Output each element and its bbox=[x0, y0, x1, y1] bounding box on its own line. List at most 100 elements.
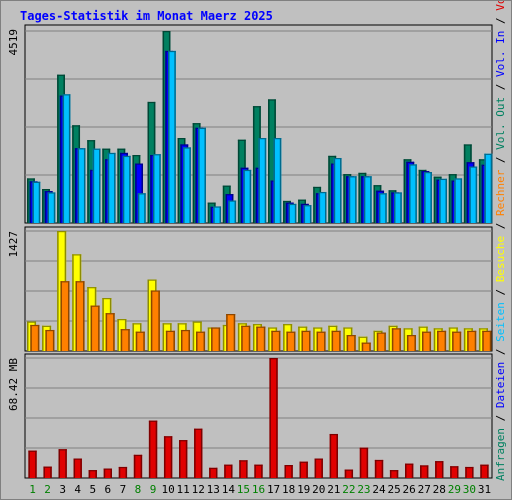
bar-requests-dateien-day-13-edge-left bbox=[210, 206, 212, 223]
bar-visits-rechner-day-3-edge-right bbox=[67, 281, 70, 351]
bar-requests-anfragen-day-23-edge-left bbox=[358, 172, 360, 223]
bar-requests-anfragen-day-4-edge-left bbox=[72, 125, 74, 223]
bar-requests-seiten-day-22-edge-top bbox=[348, 176, 357, 178]
bar-visits-rechner-day-8-edge-top bbox=[135, 331, 145, 333]
bar-requests-anfragen-day-2-edge-top bbox=[42, 189, 50, 191]
bar-visits-besuche-day-4-edge-left bbox=[72, 254, 74, 351]
bar-visits-besuche-day-30-edge-top bbox=[463, 328, 473, 330]
bar-visits-rechner-day-19-edge-right bbox=[309, 330, 311, 351]
bar-requests-seiten-day-24-edge-left bbox=[378, 193, 381, 223]
bar-requests-dateien-day-26-edge-top bbox=[406, 161, 415, 164]
bar-requests-seiten-day-26-edge-top bbox=[409, 164, 417, 166]
bar-visits-besuche-day-15-edge-top bbox=[237, 323, 247, 325]
x-tick-label-day-4: 4 bbox=[74, 483, 81, 496]
bar-requests-dateien-day-22-edge-left bbox=[346, 176, 348, 223]
bar-volume-volumen-day-1-edge-top bbox=[28, 450, 37, 452]
bar-requests-seiten-day-8-edge-top bbox=[137, 193, 146, 195]
bar-requests-dateien-day-9-edge-left bbox=[150, 155, 152, 223]
bar-visits-besuche-day-6-edge-top bbox=[102, 298, 112, 300]
bar-requests-seiten-day-17-edge-top bbox=[273, 138, 282, 140]
bar-volume-volumen-day-27-edge-top bbox=[420, 465, 429, 467]
bar-requests-dateien-day-15-edge-left bbox=[240, 167, 243, 223]
panel-volume-frame bbox=[24, 353, 493, 479]
bar-requests-dateien-day-8-edge-top bbox=[135, 163, 143, 165]
bar-requests-seiten-day-19-edge-left bbox=[303, 205, 306, 223]
chart-title: Tages-Statistik im Monat Maerz 2025 bbox=[20, 9, 273, 23]
bar-visits-rechner-day-20-edge-right bbox=[324, 331, 326, 351]
bar-requests-anfragen-day-26-edge-top bbox=[403, 159, 412, 161]
bar-volume-volumen-day-17-edge-right bbox=[276, 358, 278, 478]
bar-visits-rechner-day-13 bbox=[211, 327, 221, 351]
bar-volume-volumen-day-25-edge-top bbox=[389, 470, 399, 472]
bar-requests-seiten-day-23 bbox=[363, 176, 372, 223]
bar-volume-volumen-day-26 bbox=[405, 463, 414, 478]
bar-visits-besuche-day-26-edge-top bbox=[403, 328, 413, 330]
bar-volume-volumen-day-6-edge-left bbox=[103, 468, 106, 478]
bar-requests-seiten-day-8-edge-right bbox=[144, 193, 146, 223]
bar-requests-seiten-day-19-edge-top bbox=[303, 205, 312, 207]
bar-volume-volumen-day-8 bbox=[133, 454, 143, 478]
bar-volume-volumen-day-2-edge-top bbox=[43, 466, 52, 468]
bar-volume-volumen-day-16-edge-left bbox=[254, 464, 256, 478]
bar-visits-besuche-day-5-edge-top bbox=[87, 287, 97, 289]
bar-visits-rechner-day-28-edge-left bbox=[437, 330, 439, 351]
bar-requests-anfragen-day-19-edge-top bbox=[298, 199, 306, 201]
bar-visits-rechner-day-2-edge-left bbox=[45, 329, 47, 351]
bar-requests-anfragen-day-11-edge-left bbox=[177, 138, 180, 223]
bar-requests-anfragen-day-29-edge-top bbox=[448, 174, 457, 176]
bar-volume-volumen-day-3 bbox=[58, 449, 67, 478]
bar-visits-rechner-day-23-edge-right bbox=[369, 342, 371, 351]
bar-visits-rechner-day-9-edge-left bbox=[150, 290, 153, 351]
x-tick-label-day-20: 20 bbox=[312, 483, 325, 496]
bar-requests-anfragen-day-17-edge-top bbox=[268, 99, 276, 101]
bar-volume-volumen-day-21 bbox=[329, 433, 338, 478]
bar-requests-seiten-day-13 bbox=[213, 206, 222, 223]
x-tick-label-day-19: 19 bbox=[297, 483, 310, 496]
bar-requests-anfragen-day-11-edge-top bbox=[177, 138, 186, 140]
bar-visits-rechner-day-7-edge-left bbox=[120, 329, 123, 351]
bar-requests-seiten-day-7-edge-top bbox=[122, 155, 131, 158]
bar-visits-besuche-day-27-edge-left bbox=[418, 326, 421, 351]
bar-requests-seiten-day-13-edge-top bbox=[213, 206, 222, 208]
bar-visits-rechner-day-27-edge-left bbox=[421, 331, 424, 351]
bar-requests-seiten-day-24 bbox=[378, 193, 387, 223]
bar-visits-besuche-day-29-edge-top bbox=[448, 327, 458, 329]
bar-visits-rechner-day-5-edge-top bbox=[90, 305, 100, 307]
bar-volume-volumen-day-23-edge-right bbox=[366, 447, 369, 478]
bar-volume-volumen-day-7-edge-left bbox=[118, 466, 121, 478]
bar-volume-volumen-day-25-edge-left bbox=[389, 470, 392, 478]
bar-requests-seiten-day-5-edge-top bbox=[92, 148, 101, 150]
bar-visits-rechner-day-29-edge-left bbox=[452, 331, 454, 351]
bar-requests-seiten-day-4-edge-top bbox=[77, 148, 86, 150]
bar-visits-besuche-day-12-edge-top bbox=[192, 321, 202, 323]
bar-requests-seiten-day-21-edge-top bbox=[333, 157, 342, 160]
bar-visits-rechner-day-4 bbox=[75, 281, 85, 351]
bar-requests-dateien-day-10-edge-left bbox=[165, 50, 167, 224]
bar-requests-seiten-day-15 bbox=[243, 169, 252, 223]
bar-requests-seiten-day-8-edge-left bbox=[137, 193, 140, 223]
x-tick-label-day-12: 12 bbox=[192, 483, 205, 496]
bar-volume-volumen-day-9-edge-top bbox=[148, 420, 158, 422]
bar-visits-rechner-day-21-edge-right bbox=[339, 330, 341, 351]
bar-requests-seiten-day-23-edge-left bbox=[363, 176, 366, 223]
panel-volume-ymax-label: 68.42 MB bbox=[7, 358, 20, 411]
bar-requests-seiten-day-19 bbox=[303, 205, 312, 223]
bar-visits-besuche-day-31-edge-top bbox=[478, 328, 488, 330]
bar-volume-volumen-day-22-edge-left bbox=[344, 469, 347, 478]
bar-visits-rechner-day-14-edge-top bbox=[226, 313, 236, 316]
bar-volume-volumen-day-27 bbox=[420, 465, 429, 478]
bar-volume-volumen-day-30-edge-right bbox=[472, 466, 474, 478]
bar-requests-seiten-day-12 bbox=[198, 127, 206, 223]
bar-requests-seiten-day-5-edge-right bbox=[99, 148, 101, 223]
bar-requests-seiten-day-2-edge-right bbox=[53, 192, 56, 223]
bar-visits-rechner-day-2-edge-top bbox=[45, 329, 55, 332]
bar-visits-rechner-day-11 bbox=[180, 329, 190, 351]
bar-requests-anfragen-day-26-edge-left bbox=[403, 159, 406, 223]
bar-visits-rechner-day-19-edge-top bbox=[301, 330, 311, 333]
x-tick-label-day-2: 2 bbox=[44, 483, 51, 496]
bar-requests-anfragen-day-17-edge-left bbox=[268, 99, 270, 223]
bar-visits-rechner-day-13-edge-top bbox=[211, 327, 221, 329]
bar-volume-volumen-day-18-edge-left bbox=[284, 465, 286, 478]
bar-requests-seiten-day-25-edge-top bbox=[393, 192, 402, 194]
